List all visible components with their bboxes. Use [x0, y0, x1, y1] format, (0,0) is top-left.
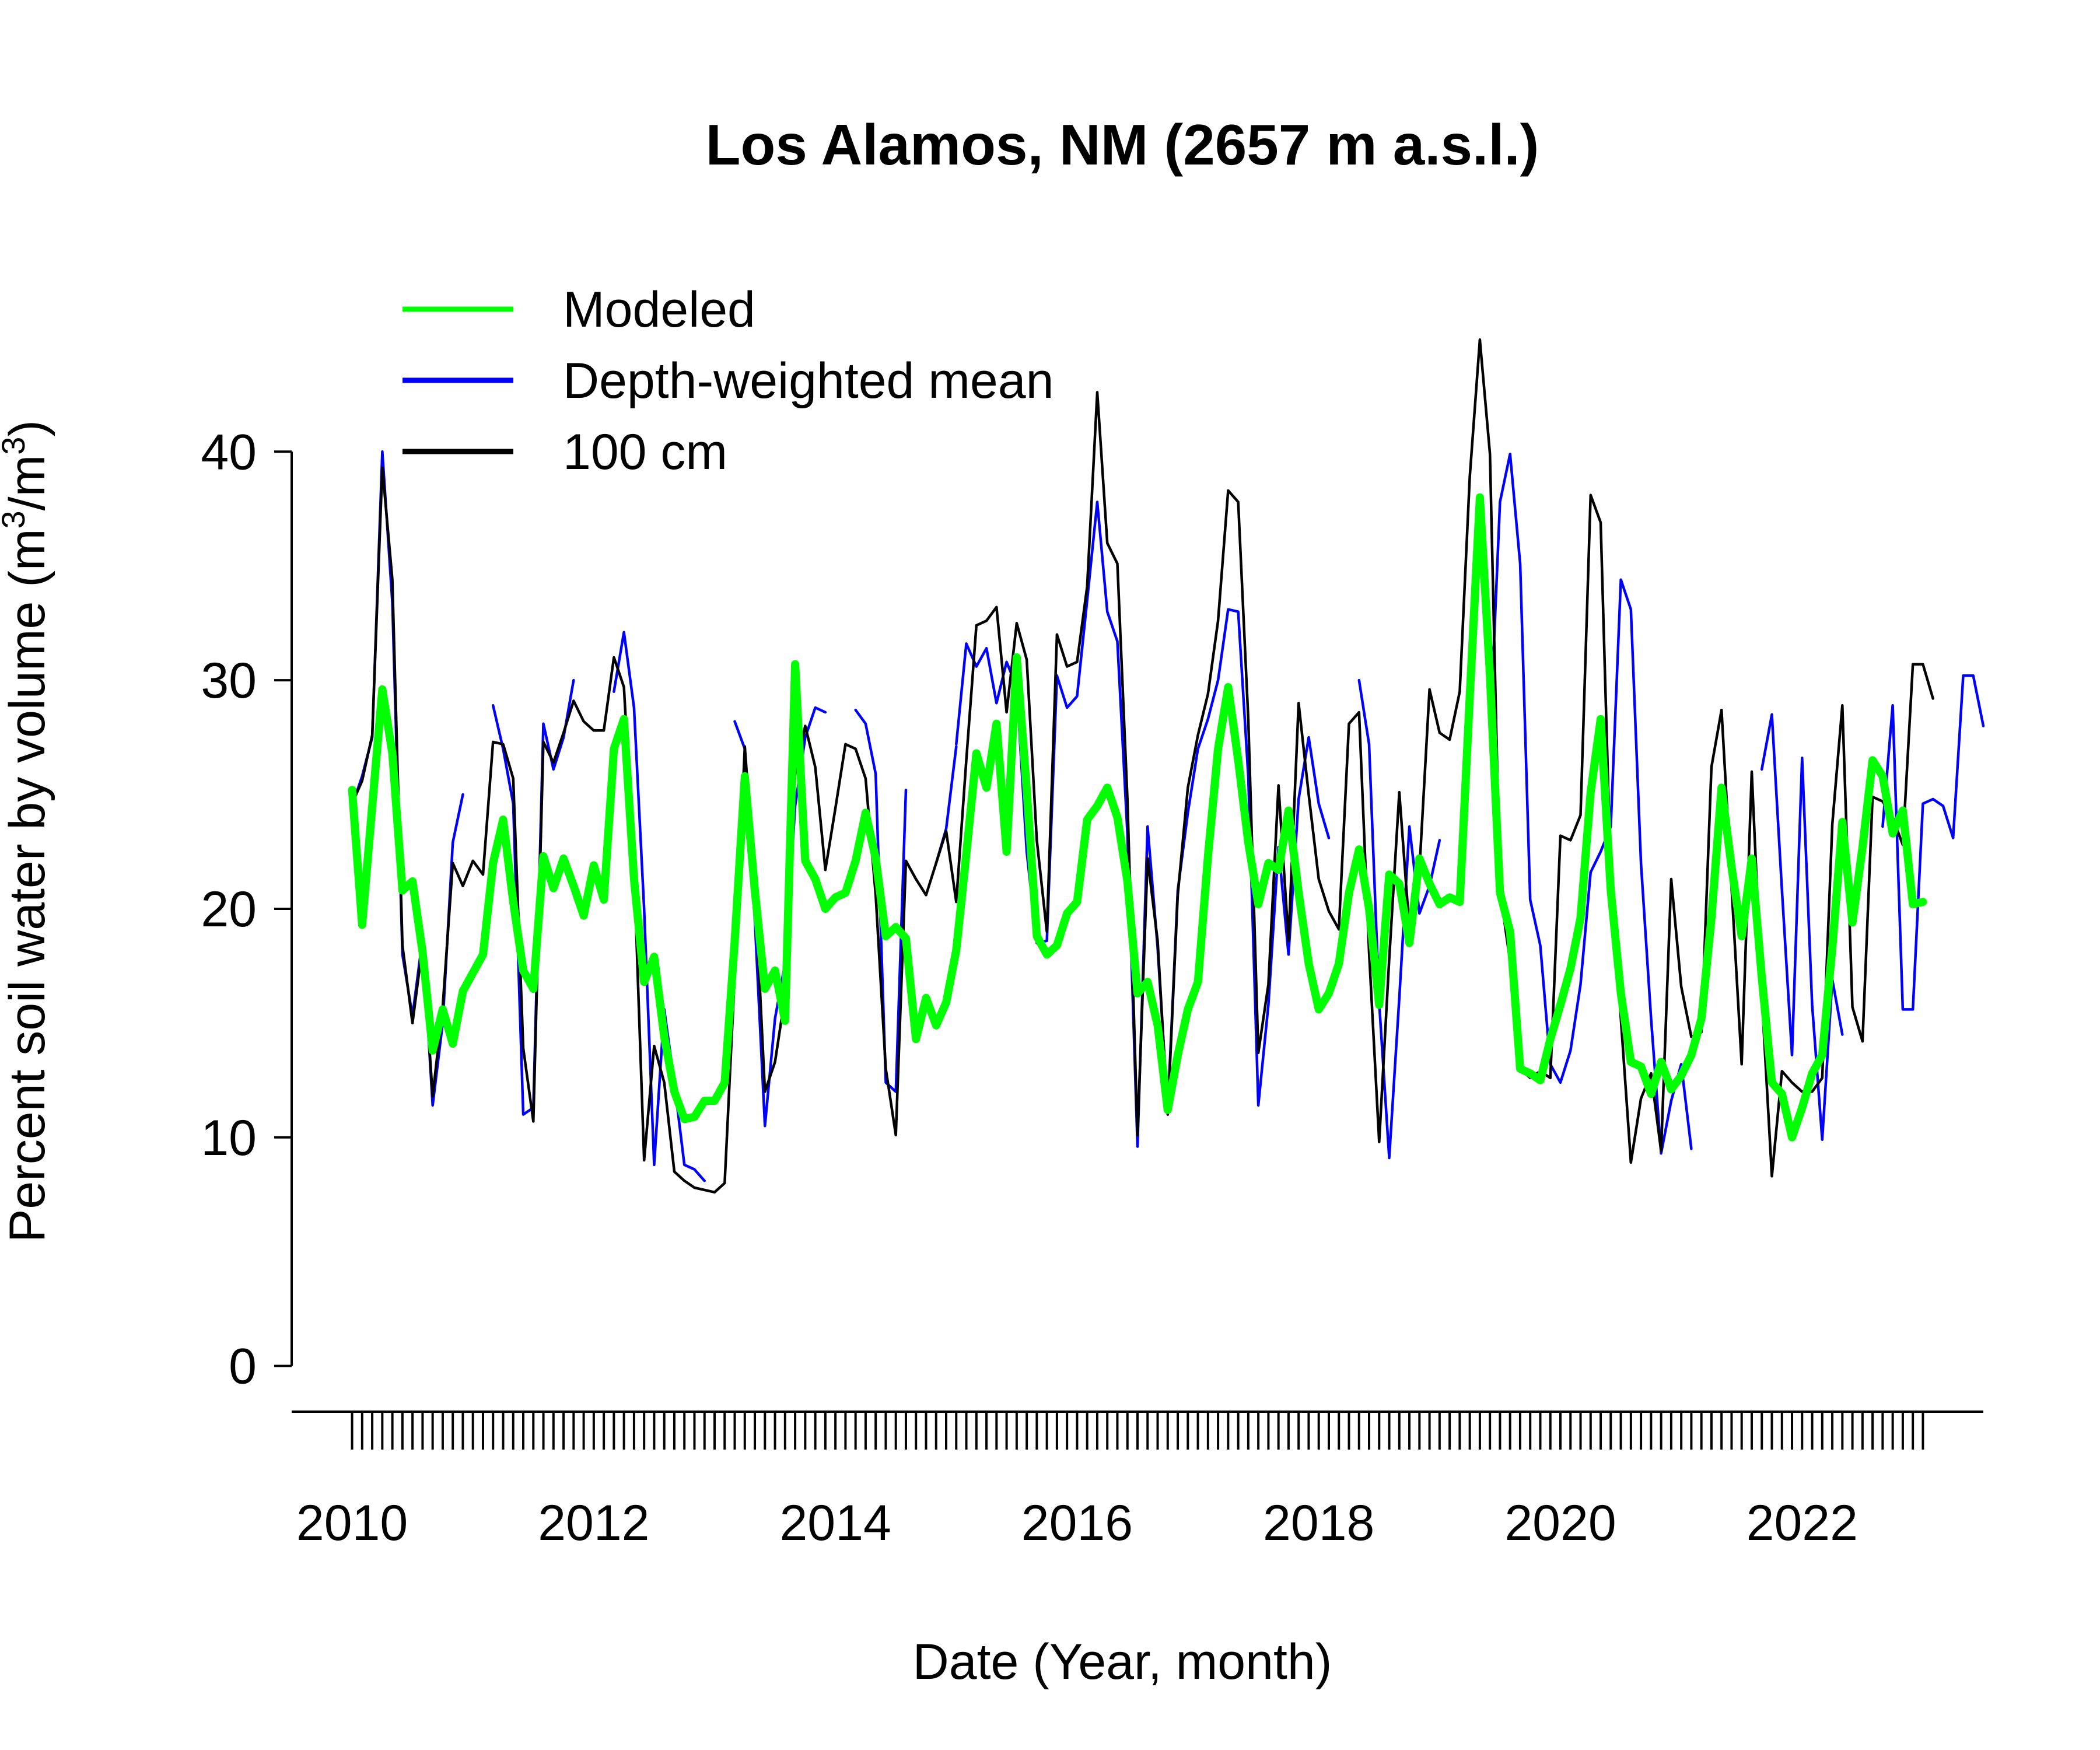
y-tick-label-40: 40: [201, 424, 257, 480]
y-tick-label-0: 0: [229, 1339, 257, 1395]
series-layer: [348, 338, 1985, 1194]
x-tick-label-2022: 2022: [1746, 1495, 1858, 1551]
x-tick-label-2012: 2012: [538, 1495, 649, 1551]
y-axis-label-sup1: 3: [0, 510, 32, 528]
x-axis-label: Date (Year, month): [913, 1634, 1332, 1690]
legend-label-depth-weighted-mean: Depth-weighted mean: [563, 353, 1054, 409]
legend-label-modeled: Modeled: [563, 282, 755, 338]
legend: Modeled Depth-weighted mean 100 cm: [402, 282, 1054, 480]
y-tick-label-10: 10: [201, 1110, 257, 1166]
x-tick-label-2018: 2018: [1263, 1495, 1374, 1551]
series-line-modeled: [348, 493, 1927, 1142]
y-axis-label-mid: /m: [0, 455, 55, 511]
y-axis-label-sup2: 3: [0, 437, 32, 455]
plot-axes: 0 10 20 30 40 2010 2012 2014 2016 2018 2020 2022: [201, 424, 1983, 1551]
legend-label-100-cm: 100 cm: [563, 424, 727, 480]
y-axis-label-prefix: Percent soil water by volume (m: [0, 528, 55, 1242]
x-tick-label-2020: 2020: [1504, 1495, 1616, 1551]
y-tick-label-30: 30: [201, 653, 257, 709]
y-axis-label-suffix: ): [0, 420, 55, 437]
y-axis-label: Percent soil water by volume (m3/m3): [0, 420, 55, 1242]
series-line-100-cm: [351, 338, 1934, 1194]
chart-title: Los Alamos, NM (2657 m a.s.l.): [706, 113, 1539, 177]
y-tick-label-20: 20: [201, 881, 257, 937]
x-tick-label-2014: 2014: [779, 1495, 891, 1551]
x-tick-label-2010: 2010: [296, 1495, 408, 1551]
x-tick-label-2016: 2016: [1021, 1495, 1133, 1551]
